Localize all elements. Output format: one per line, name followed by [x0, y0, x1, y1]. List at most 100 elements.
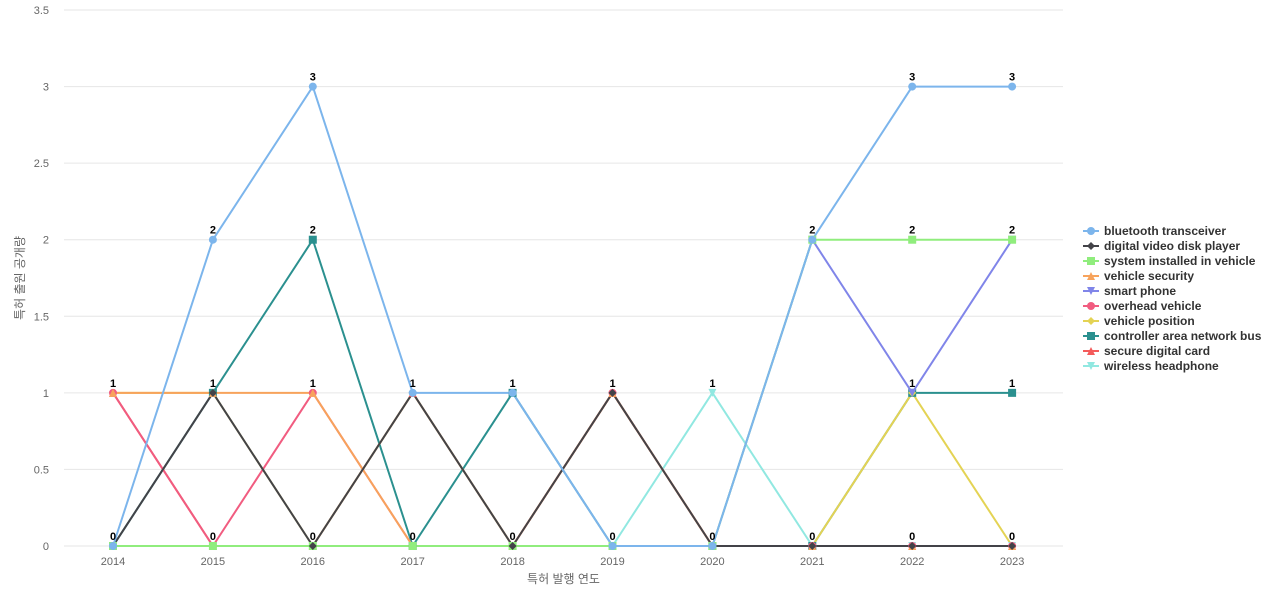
legend-marker [1087, 332, 1095, 340]
legend-label: controller area network bus [1104, 329, 1262, 343]
legend-label: overhead vehicle [1104, 299, 1202, 313]
y-tick-label: 2 [43, 235, 49, 247]
data-label: 0 [310, 531, 316, 543]
x-tick-label: 2023 [1000, 556, 1024, 568]
data-label: 1 [310, 378, 316, 390]
legend-item-vehicle-position[interactable]: vehicle position [1083, 314, 1195, 328]
legend-item-smart-phone[interactable]: smart phone [1083, 284, 1176, 298]
data-point-bluetooth-transceiver[interactable] [109, 542, 117, 550]
data-point-wireless-headphone[interactable] [708, 388, 717, 397]
series-lines [112, 85, 1013, 547]
data-label: 2 [1009, 225, 1015, 237]
x-tick-label: 2017 [400, 556, 424, 568]
data-label: 2 [909, 225, 915, 237]
data-point-digital-video-disk-player[interactable] [308, 542, 317, 550]
legend-item-secure-digital-card[interactable]: secure digital card [1083, 344, 1210, 358]
data-label: 1 [709, 378, 715, 390]
data-point-vehicle-security[interactable] [308, 388, 317, 397]
data-point-smart-phone[interactable] [908, 388, 917, 397]
data-point-system-installed-in-vehicle[interactable] [208, 542, 217, 550]
data-point-digital-video-disk-player[interactable] [1008, 542, 1017, 550]
series-markers [109, 82, 1017, 550]
x-tick-label: 2022 [900, 556, 924, 568]
x-axis-ticks: 2014 2015 2016 2017 2018 2019 2020 2021 2022 2023 [101, 556, 1025, 568]
data-point-system-installed-in-vehicle[interactable] [1008, 235, 1017, 244]
data-point-bluetooth-transceiver[interactable] [608, 542, 617, 550]
data-label: 0 [909, 531, 915, 543]
legend-label: digital video disk player [1104, 239, 1240, 253]
x-tick-label: 2020 [700, 556, 724, 568]
data-point-system-installed-in-vehicle[interactable] [908, 235, 917, 244]
y-axis-title: 특허 출원 공개량 [13, 236, 27, 320]
legend-item-controller-area-network-bus[interactable]: controller area network bus [1083, 329, 1262, 343]
legend-label: vehicle position [1104, 314, 1195, 328]
data-label: 1 [210, 378, 216, 390]
data-point-system-installed-in-vehicle[interactable] [408, 542, 417, 550]
data-label: 1 [410, 378, 416, 390]
data-labels: 1 0 2 1 0 3 2 1 0 1 0 1 0 1 0 1 0 2 0 3 2 1 0 3 2 1 0 [110, 72, 1015, 543]
data-label: 2 [210, 225, 216, 237]
x-tick-label: 2019 [600, 556, 624, 568]
data-point-bluetooth-transceiver[interactable] [508, 388, 517, 397]
legend-label: secure digital card [1104, 344, 1210, 358]
legend-label: wireless headphone [1103, 359, 1219, 373]
series-line-bluetooth-transceiver[interactable] [112, 85, 1013, 547]
data-label: 0 [210, 531, 216, 543]
data-point-bluetooth-transceiver[interactable] [208, 235, 217, 244]
data-point-controller-area-network-bus[interactable] [308, 235, 317, 244]
y-tick-label: 3.5 [34, 5, 49, 17]
legend-label: bluetooth transceiver [1104, 224, 1226, 238]
legend-label: smart phone [1104, 284, 1176, 298]
y-axis-ticks: 0 0.5 1 1.5 2 2.5 3 3.5 [34, 5, 49, 553]
data-point-digital-video-disk-player[interactable] [208, 388, 217, 397]
legend-marker [1087, 227, 1095, 235]
data-point-bluetooth-transceiver[interactable] [1008, 82, 1017, 91]
series-line-system-installed-in-vehicle[interactable] [113, 238, 1013, 547]
data-point-bluetooth-transceiver[interactable] [908, 82, 917, 91]
data-point-controller-area-network-bus[interactable] [1008, 388, 1017, 397]
data-point-bluetooth-transceiver[interactable] [708, 542, 717, 550]
y-tick-label: 0.5 [34, 464, 49, 476]
legend-item-vehicle-security[interactable]: vehicle security [1083, 269, 1194, 283]
data-label: 1 [1009, 378, 1015, 390]
data-label: 2 [310, 225, 316, 237]
data-point-bluetooth-transceiver[interactable] [308, 82, 317, 91]
data-point-vehicle-security[interactable] [109, 388, 117, 397]
data-point-digital-video-disk-player[interactable] [808, 542, 817, 550]
x-tick-label: 2015 [201, 556, 225, 568]
x-axis-title: 특허 발행 연도 [527, 571, 600, 586]
data-point-bluetooth-transceiver[interactable] [408, 388, 417, 397]
legend-item-digital-video-disk-player[interactable]: digital video disk player [1083, 239, 1240, 253]
data-label: 1 [609, 378, 615, 390]
y-tick-label: 1 [43, 388, 49, 400]
legend-item-wireless-headphone[interactable]: wireless headphone [1083, 359, 1219, 373]
data-point-digital-video-disk-player[interactable] [908, 542, 917, 550]
data-label: 1 [110, 378, 116, 390]
legend-item-system-installed-in-vehicle[interactable]: system installed in vehicle [1083, 254, 1256, 268]
data-label: 0 [410, 531, 416, 543]
legend-marker [1087, 287, 1095, 295]
x-tick-label: 2014 [101, 556, 125, 568]
data-point-bluetooth-transceiver[interactable] [808, 235, 817, 244]
data-label: 3 [310, 72, 316, 84]
legend-marker [1087, 347, 1095, 355]
data-label: 3 [909, 72, 915, 84]
data-label: 1 [510, 378, 516, 390]
legend-item-overhead-vehicle[interactable]: overhead vehicle [1083, 299, 1202, 313]
x-tick-label: 2016 [301, 556, 325, 568]
data-label: 0 [1009, 531, 1015, 543]
y-tick-label: 1.5 [34, 311, 49, 323]
data-point-digital-video-disk-player[interactable] [508, 542, 517, 550]
data-label: 0 [809, 531, 815, 543]
data-point-digital-video-disk-player[interactable] [608, 388, 617, 397]
legend-item-bluetooth-transceiver[interactable]: bluetooth transceiver [1083, 224, 1226, 238]
legend-marker [1087, 317, 1095, 325]
legend-marker [1087, 362, 1095, 370]
x-tick-label: 2021 [800, 556, 824, 568]
legend-marker [1087, 242, 1095, 250]
data-label: 0 [510, 531, 516, 543]
legend-marker [1087, 257, 1095, 265]
data-label: 0 [709, 531, 715, 543]
